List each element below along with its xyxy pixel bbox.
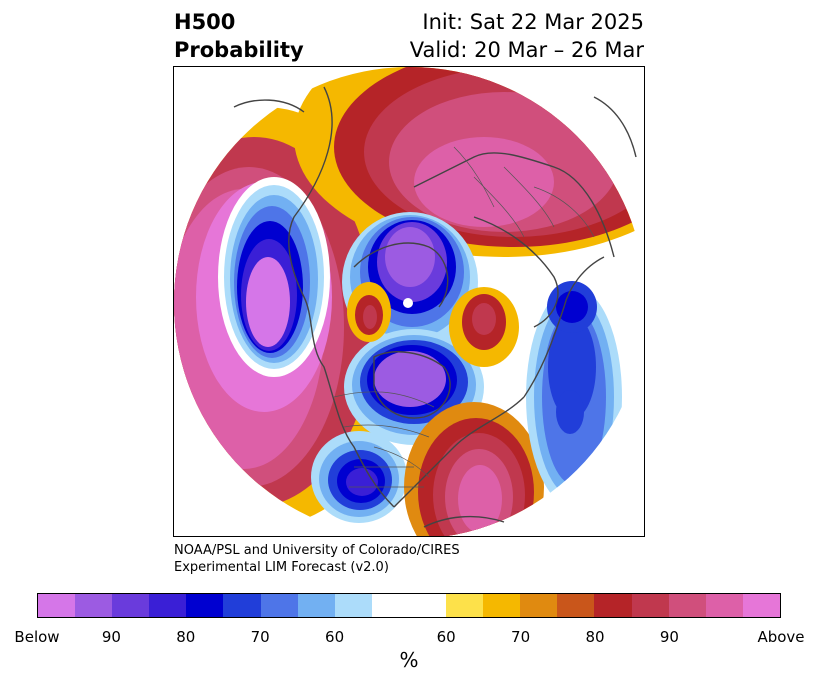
colorbar-segment bbox=[483, 594, 521, 617]
colorbar-tick-label: 60 bbox=[436, 628, 456, 646]
colorbar-segment bbox=[705, 594, 743, 617]
colorbar-tick-label: Above bbox=[757, 628, 805, 646]
probability-contour bbox=[472, 303, 496, 335]
probability-colorbar bbox=[37, 593, 781, 618]
colorbar-segment bbox=[631, 594, 669, 617]
colorbar-tick-label: Below bbox=[14, 628, 60, 646]
colorbar-tick-label: 70 bbox=[250, 628, 270, 646]
probability-contour bbox=[556, 390, 584, 434]
colorbar-segment bbox=[112, 594, 150, 617]
probability-contour bbox=[414, 137, 554, 227]
probability-contour bbox=[556, 291, 588, 323]
colorbar-tick-label: 90 bbox=[101, 628, 121, 646]
init-date: Init: Sat 22 Mar 2025 bbox=[422, 10, 644, 34]
valid-range: Valid: 20 Mar – 26 Mar bbox=[409, 38, 644, 62]
colorbar-unit-label: % bbox=[399, 648, 419, 672]
colorbar-segment bbox=[186, 594, 224, 617]
colorbar-segment bbox=[520, 594, 558, 617]
colorbar-segment bbox=[260, 594, 298, 617]
colorbar-segment bbox=[668, 594, 706, 617]
colorbar-segment bbox=[557, 594, 595, 617]
credit-text: NOAA/PSL and University of Colorado/CIRE… bbox=[174, 542, 460, 576]
credit-line-2: Experimental LIM Forecast (v2.0) bbox=[174, 560, 389, 575]
probability-contour bbox=[458, 465, 502, 533]
colorbar-segment bbox=[334, 594, 372, 617]
colorbar-segment bbox=[371, 594, 447, 617]
probability-contour bbox=[548, 315, 596, 419]
colorbar-segment bbox=[446, 594, 484, 617]
colorbar-segment bbox=[75, 594, 113, 617]
colorbar-segment bbox=[223, 594, 261, 617]
map-title: H500 Probability bbox=[174, 8, 304, 64]
probability-contour bbox=[346, 468, 378, 496]
probability-contour bbox=[385, 227, 435, 287]
probability-contour bbox=[374, 351, 446, 407]
credit-line-1: NOAA/PSL and University of Colorado/CIRE… bbox=[174, 543, 460, 558]
colorbar-tick-label: 90 bbox=[659, 628, 679, 646]
title-variable: H500 bbox=[174, 10, 236, 34]
colorbar-segment bbox=[594, 594, 632, 617]
probability-contour bbox=[363, 305, 377, 329]
forecast-dates: Init: Sat 22 Mar 2025 Valid: 20 Mar – 26… bbox=[410, 8, 644, 64]
probability-contour bbox=[246, 257, 290, 347]
colorbar-tick-label: 70 bbox=[511, 628, 531, 646]
probability-field bbox=[174, 67, 644, 536]
colorbar-segment bbox=[742, 594, 780, 617]
colorbar-segment bbox=[149, 594, 187, 617]
colorbar-tick-label: 80 bbox=[176, 628, 196, 646]
colorbar-segment bbox=[38, 594, 76, 617]
colorbar-tick-label: 80 bbox=[585, 628, 605, 646]
colorbar-tick-label: 60 bbox=[325, 628, 345, 646]
polar-map bbox=[173, 66, 645, 537]
title-type: Probability bbox=[174, 38, 304, 62]
colorbar-segment bbox=[297, 594, 335, 617]
